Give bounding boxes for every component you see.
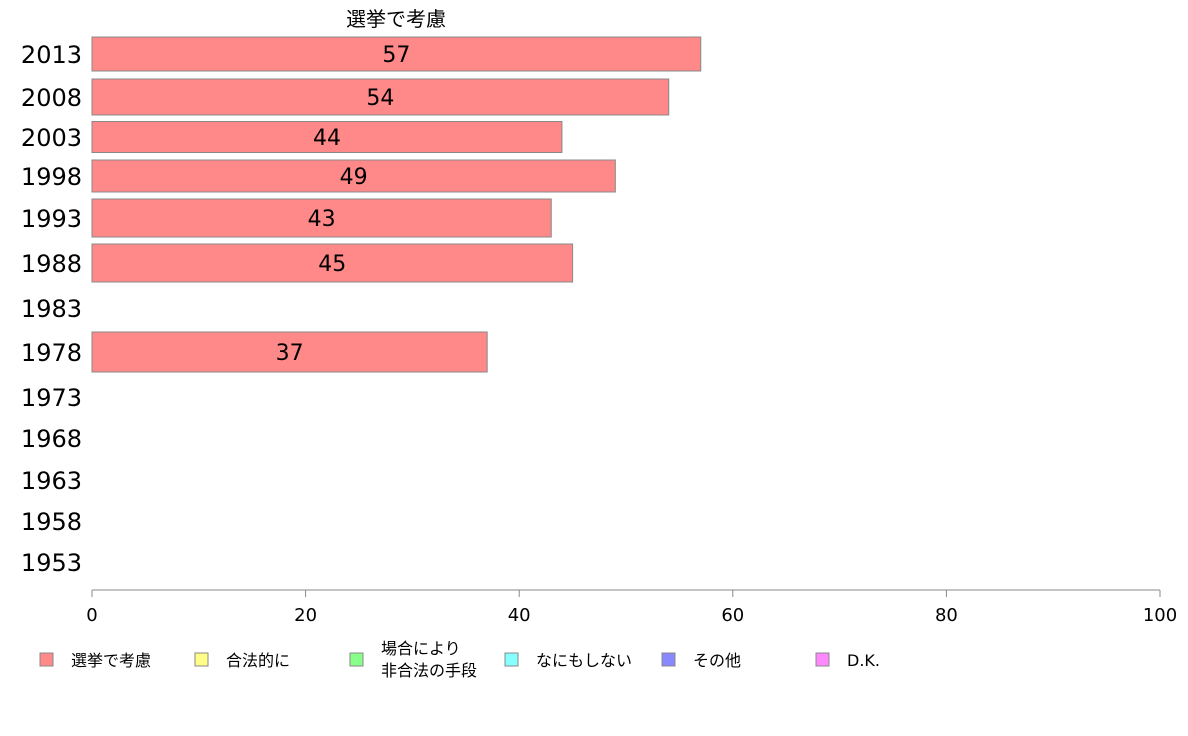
legend-label: 合法的に xyxy=(226,651,290,670)
y-tick-label: 1968 xyxy=(21,425,82,453)
data-label: 37 xyxy=(276,341,304,366)
x-axis: 0 20 40 60 80 100 xyxy=(86,589,1177,626)
bar xyxy=(91,243,574,283)
legend-label: その他 xyxy=(693,651,741,670)
x-tick-label: 0 xyxy=(86,605,97,626)
legend-label: 選挙で考慮 xyxy=(71,651,151,670)
bar xyxy=(91,78,670,116)
y-tick-label: 1973 xyxy=(21,384,82,412)
legend-label: 場合により非合法の手段 xyxy=(381,639,477,680)
y-tick-label: 1998 xyxy=(21,163,82,191)
bar xyxy=(91,198,552,238)
x-tick-label: 40 xyxy=(508,605,531,626)
y-tick-label: 1993 xyxy=(21,205,82,233)
x-tick-label: 100 xyxy=(1143,605,1177,626)
legend-swatch xyxy=(194,652,209,667)
y-tick-label: 2013 xyxy=(21,41,82,69)
y-tick-label: 1988 xyxy=(21,250,82,278)
chart-title: 選挙で考慮 xyxy=(346,7,446,31)
y-tick-label: 1958 xyxy=(21,508,82,536)
y-tick-label: 1978 xyxy=(21,339,82,367)
bar xyxy=(91,36,702,72)
data-label: 45 xyxy=(318,252,346,277)
data-label: 44 xyxy=(313,126,341,151)
data-label: 54 xyxy=(366,86,394,111)
y-tick-label: 2008 xyxy=(21,84,82,112)
legend-label: なにもしない xyxy=(536,651,632,670)
x-tick-label: 80 xyxy=(935,605,958,626)
legend-swatch xyxy=(815,652,830,667)
data-label: 57 xyxy=(382,43,410,68)
x-tick-label: 20 xyxy=(294,605,317,626)
y-tick-label: 2003 xyxy=(21,124,82,152)
y-tick-label: 1983 xyxy=(21,295,82,323)
legend-swatch xyxy=(39,652,54,667)
bar xyxy=(91,331,488,373)
y-tick-label: 1963 xyxy=(21,467,82,495)
bar xyxy=(91,121,563,153)
legend: 選挙で考慮 合法的に 場合により非合法の手段 なにもしない その他 D.K. xyxy=(39,639,880,680)
x-tick-label: 60 xyxy=(721,605,744,626)
y-axis-labels: 2013 2008 2003 1998 1993 1988 1983 1978 1973 1968… xyxy=(21,41,82,577)
data-label: 43 xyxy=(308,207,336,232)
legend-swatch xyxy=(504,652,519,667)
y-tick-label: 1953 xyxy=(21,549,82,577)
bar xyxy=(91,159,616,193)
legend-swatch xyxy=(661,652,676,667)
legend-swatch xyxy=(349,652,364,667)
legend-label: D.K. xyxy=(847,651,880,670)
data-label: 49 xyxy=(340,165,368,190)
